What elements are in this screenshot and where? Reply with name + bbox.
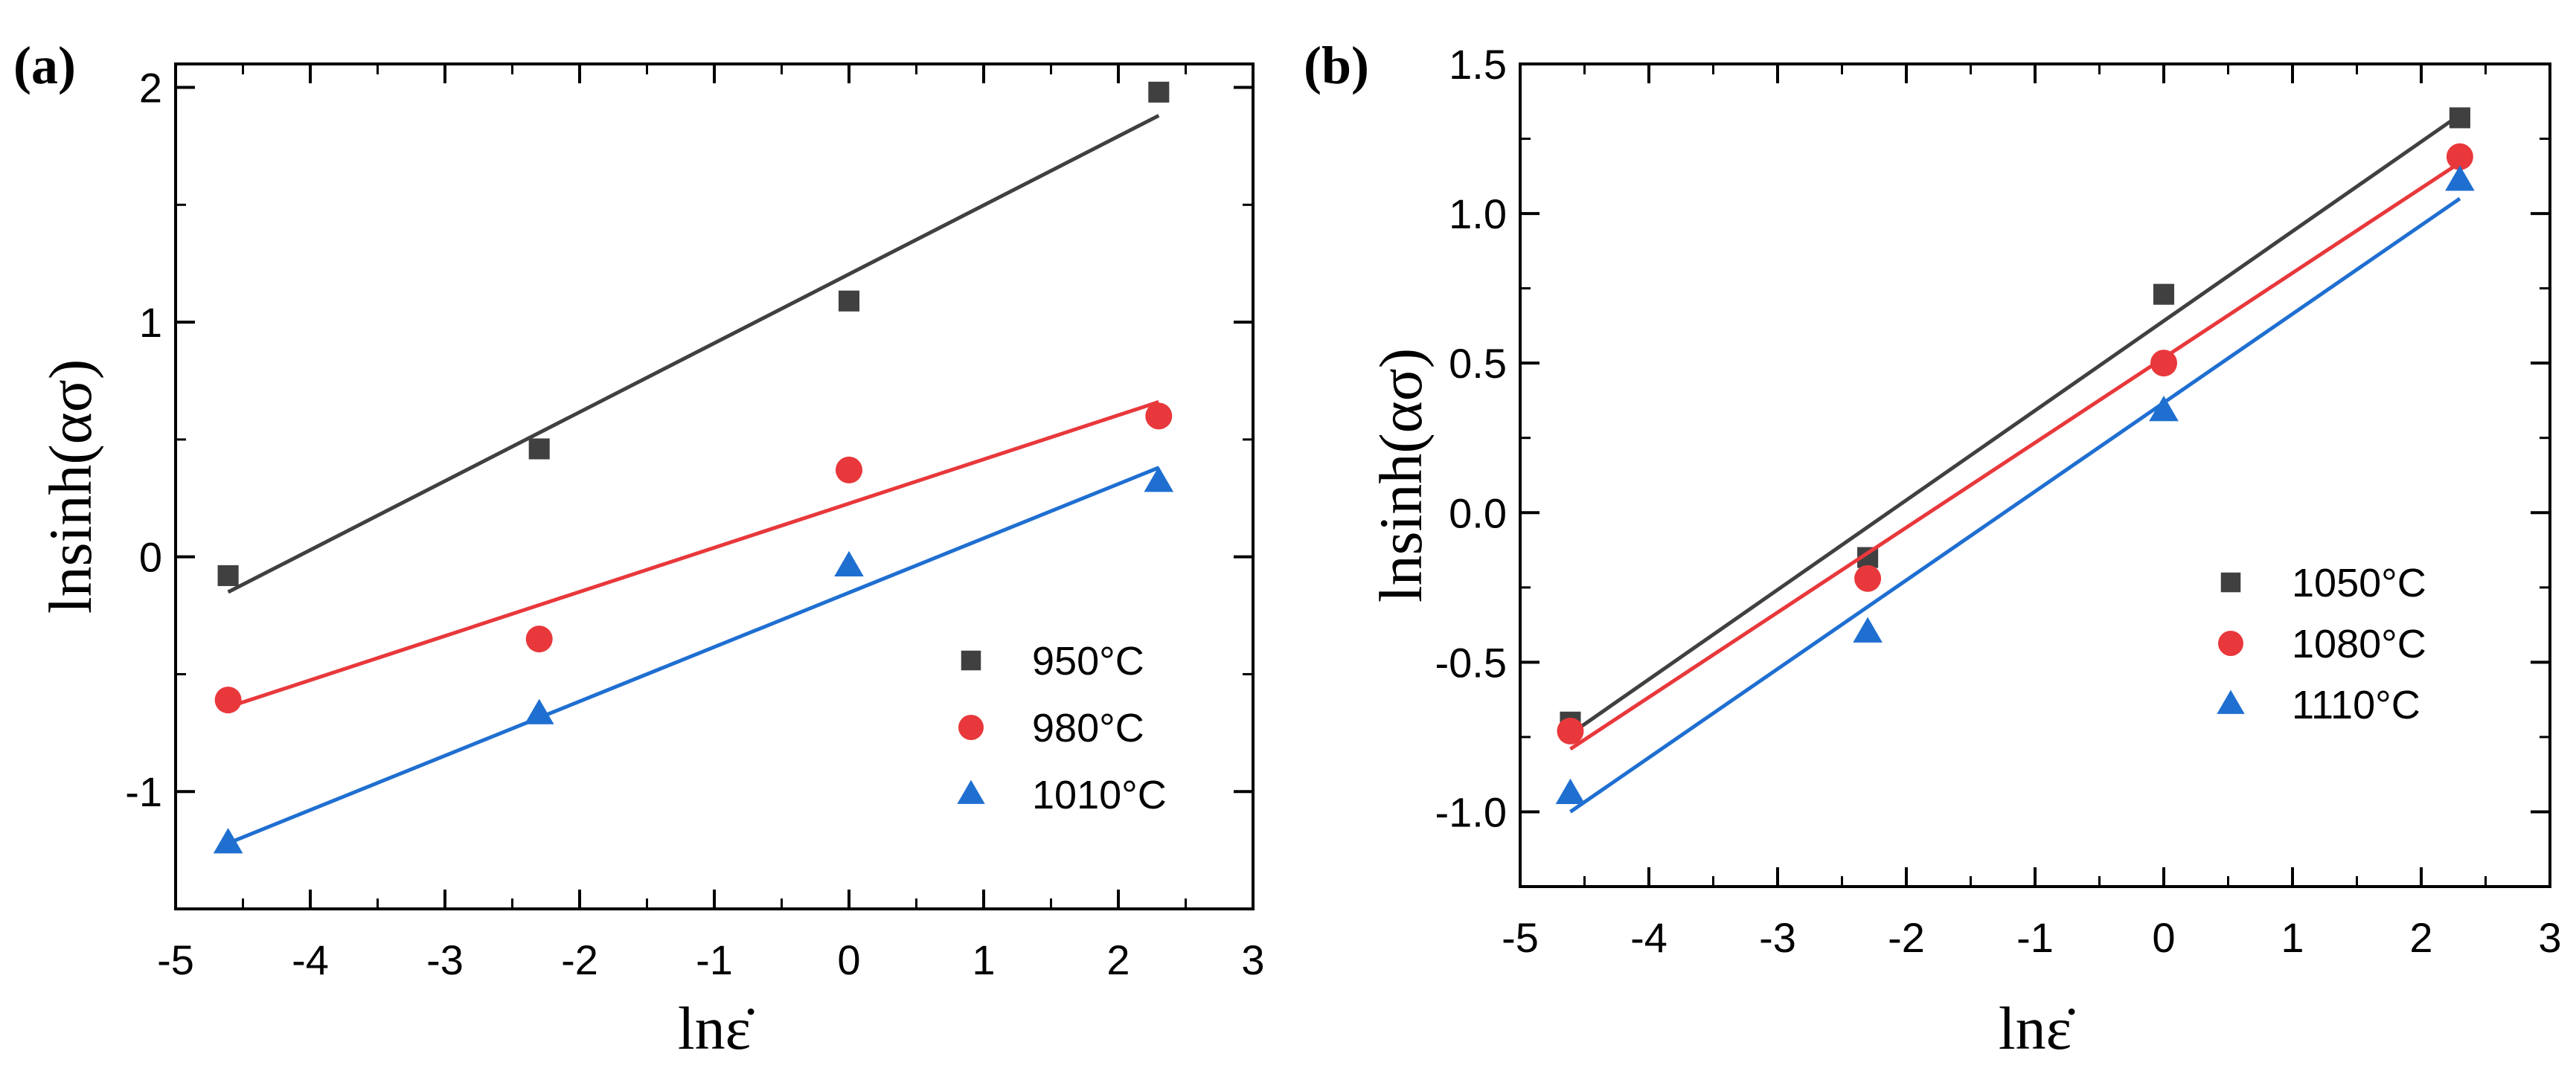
x-tick-label: 2 — [2409, 914, 2432, 961]
panel-label: (b) — [1304, 36, 1369, 95]
data-point — [217, 565, 239, 586]
data-point — [1145, 402, 1173, 430]
data-point — [1144, 466, 1174, 492]
data-point — [2153, 283, 2175, 305]
legend-marker — [2217, 689, 2245, 714]
data-point — [214, 687, 242, 714]
x-tick-label: 1 — [2281, 914, 2304, 961]
data-point — [836, 456, 862, 483]
data-point — [1854, 565, 1882, 592]
x-tick-label: -1 — [696, 936, 733, 983]
x-tick-label: 1 — [972, 936, 995, 983]
series-1110C — [1555, 165, 2475, 814]
x-tick-label: 2 — [1106, 936, 1130, 983]
data-point — [2150, 350, 2177, 377]
x-tick-label: -1 — [2016, 914, 2054, 961]
plot-frame — [1519, 62, 2551, 888]
y-tick-label: 0.0 — [1449, 489, 1507, 536]
data-point — [525, 626, 553, 653]
data-point — [213, 828, 243, 854]
y-axis-title: lnsinh(ασ) — [1367, 348, 1435, 602]
y-tick-label: 1.0 — [1449, 190, 1507, 237]
y-tick-label: 1 — [139, 299, 162, 346]
y-tick-label: 1.5 — [1449, 41, 1507, 88]
x-axis-title: lnε̇ — [678, 994, 754, 1062]
x-tick-label: -3 — [426, 936, 464, 983]
data-point — [1555, 778, 1586, 805]
data-point — [1557, 717, 1584, 745]
y-tick-label: -1.0 — [1435, 788, 1508, 835]
legend-marker — [2218, 631, 2243, 656]
series-1010C — [213, 466, 1174, 854]
fit-line — [227, 400, 1160, 709]
legend-marker — [958, 715, 984, 740]
legend-entry: 1080°C — [2292, 622, 2426, 666]
legend-marker — [957, 779, 985, 804]
fit-line — [1569, 113, 2461, 736]
fit-line — [1569, 161, 2461, 751]
legend-marker — [2220, 572, 2241, 593]
legend-entry: 1110°C — [2292, 683, 2420, 727]
y-tick-label: 0.5 — [1449, 340, 1507, 387]
chart-panel-b: -5 -4 -3 -2 -1 0 1 2 3 -1.0 -0.5 0.0 0.5 1.0 1.5 1050°C… — [1304, 36, 2562, 1062]
data-point — [528, 438, 550, 460]
fit-line — [1569, 196, 2461, 814]
data-point — [2445, 165, 2475, 191]
legend-entry: 950°C — [1032, 639, 1144, 684]
y-tick-label: 2 — [139, 65, 162, 112]
fit-line — [227, 466, 1160, 845]
series-1080C — [1557, 143, 2473, 751]
legend-entry: 980°C — [1032, 706, 1144, 750]
x-tick-label: -5 — [157, 936, 194, 983]
data-point — [1148, 81, 1170, 103]
data-point — [2446, 143, 2473, 170]
legend: 950°C 980°C 1010°C — [957, 639, 1167, 817]
data-point — [838, 290, 860, 312]
series-980C — [214, 400, 1173, 714]
data-point — [2449, 107, 2470, 129]
panel-label: (a) — [13, 36, 76, 95]
x-tick-label: -5 — [1502, 914, 1539, 961]
y-tick-label: 0 — [139, 534, 162, 581]
x-tick-label: -3 — [1759, 914, 1796, 961]
legend: 1050°C 1080°C 1110°C — [2217, 561, 2426, 727]
data-point — [524, 698, 554, 724]
data-point — [834, 550, 864, 576]
x-tick-label: 3 — [2538, 914, 2561, 961]
x-tick-label: -4 — [292, 936, 329, 983]
legend-entry: 1010°C — [1032, 773, 1167, 817]
x-tick-label: -4 — [1630, 914, 1667, 961]
y-tick-label: -1 — [125, 768, 162, 815]
y-tick-label: -0.5 — [1435, 639, 1508, 686]
x-axis-title: lnε̇ — [1999, 994, 2075, 1062]
series-950C — [217, 81, 1170, 594]
x-tick-label: 0 — [837, 936, 860, 983]
legend-marker — [961, 650, 981, 671]
x-tick-label: -2 — [561, 936, 598, 983]
x-tick-label: 3 — [1241, 936, 1264, 983]
fit-line — [227, 114, 1160, 594]
x-tick-label: 0 — [2152, 914, 2175, 961]
y-axis-title: lnsinh(ασ) — [36, 359, 104, 614]
chart-panel-a: -5 -4 -3 -2 -1 0 1 2 3 -1 0 1 2 950°C 980°C 1010°C (a) ln… — [13, 36, 1265, 1062]
data-point — [2149, 396, 2179, 422]
data-point — [1853, 617, 1883, 643]
x-tick-label: -2 — [1888, 914, 1925, 961]
legend-entry: 1050°C — [2292, 561, 2426, 605]
